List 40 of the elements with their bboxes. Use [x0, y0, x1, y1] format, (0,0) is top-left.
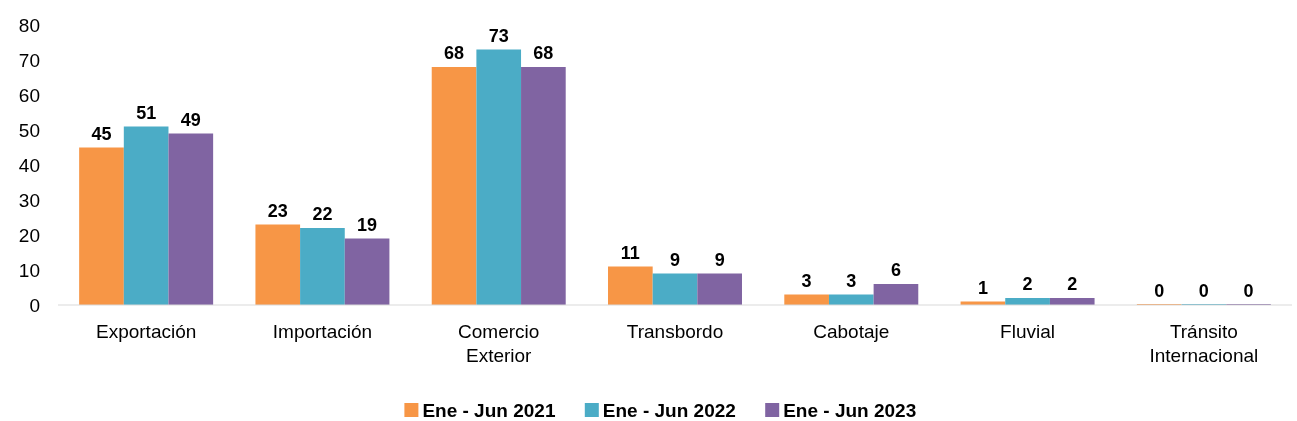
data-label: 3	[846, 270, 857, 291]
x-tick-label: Transbordo	[626, 321, 724, 342]
y-tick-label: 70	[18, 49, 40, 71]
y-tick-label: 60	[18, 84, 40, 106]
legend-label: Ene - Jun 2021	[422, 399, 556, 421]
data-label: 0	[1154, 281, 1165, 301]
data-label: 22	[312, 204, 333, 224]
data-label: 6	[890, 260, 901, 280]
y-tick-label: 80	[18, 14, 40, 36]
y-tick-label: 0	[29, 294, 40, 316]
x-tick-label: Comercio Exterior	[458, 321, 540, 366]
x-tick-label: Tránsito Internacional	[1149, 321, 1259, 366]
y-tick-label: 20	[18, 224, 40, 246]
x-tick-label: Exportación	[95, 321, 197, 342]
x-tick-label: Cabotaje	[813, 321, 890, 342]
data-label: 11	[620, 242, 640, 263]
data-label: 0	[1198, 281, 1209, 301]
x-tick-label: Importación	[272, 321, 373, 342]
legend-label: Ene - Jun 2023	[783, 399, 917, 421]
x-tick-label: Fluvial	[1000, 321, 1056, 342]
data-label: 51	[136, 102, 157, 123]
data-label: 73	[488, 25, 509, 46]
data-label: 23	[267, 200, 288, 221]
data-label: 45	[91, 123, 112, 144]
data-label: 9	[714, 249, 725, 270]
y-tick-label: 30	[18, 189, 40, 211]
data-label: 0	[1243, 281, 1254, 301]
y-tick-label: 50	[18, 119, 40, 141]
y-tick-label: 40	[18, 154, 40, 176]
data-label: 9	[669, 249, 681, 270]
data-label: 1	[977, 277, 988, 298]
y-tick-label: 10	[18, 259, 40, 281]
data-label: 68	[444, 43, 465, 63]
data-label: 3	[801, 270, 812, 291]
data-label: 2	[1022, 274, 1033, 294]
data-label: 49	[180, 109, 201, 130]
legend-label: Ene - Jun 2022	[602, 399, 736, 421]
data-label: 19	[357, 214, 378, 235]
data-label: 68	[533, 43, 554, 63]
data-label: 2	[1067, 274, 1078, 294]
